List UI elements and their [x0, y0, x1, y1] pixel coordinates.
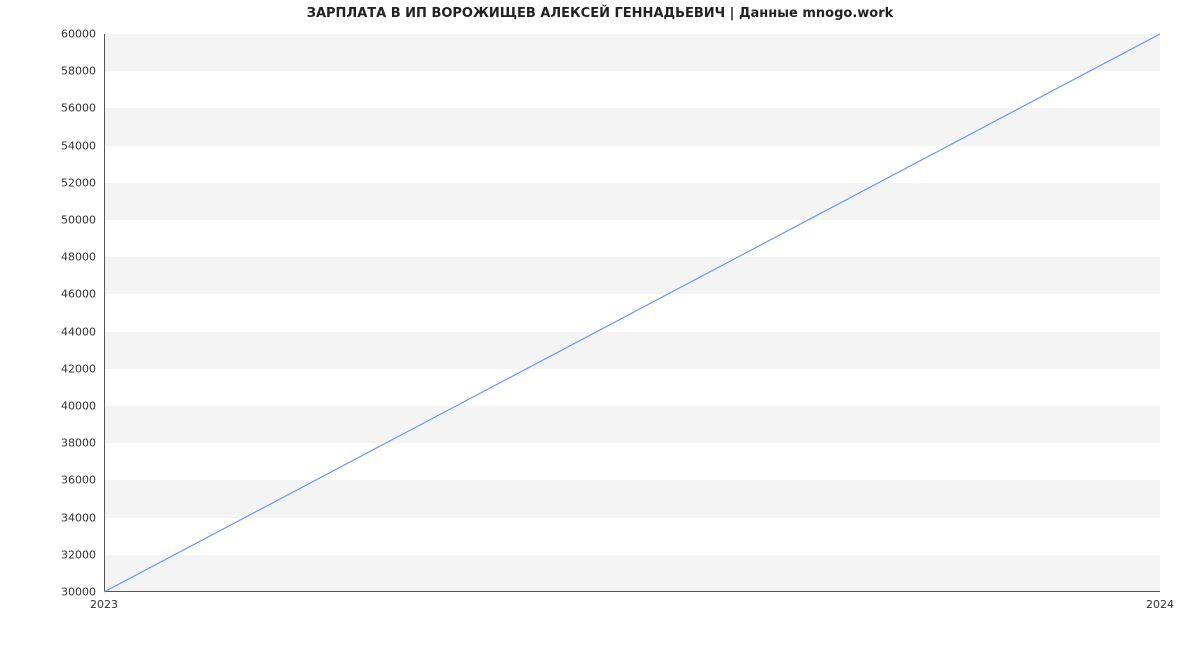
- y-tick-label: 38000: [61, 437, 104, 450]
- y-tick-label: 44000: [61, 325, 104, 338]
- series-line-salary: [104, 34, 1160, 592]
- chart-title: ЗАРПЛАТА В ИП ВОРОЖИЩЕВ АЛЕКСЕЙ ГЕННАДЬЕ…: [0, 6, 1200, 21]
- y-tick-label: 58000: [61, 65, 104, 78]
- y-tick-label: 32000: [61, 548, 104, 561]
- y-tick-label: 36000: [61, 474, 104, 487]
- series-layer: [104, 34, 1160, 592]
- y-tick-label: 56000: [61, 102, 104, 115]
- y-tick-label: 42000: [61, 362, 104, 375]
- y-tick-label: 60000: [61, 28, 104, 41]
- y-tick-label: 54000: [61, 139, 104, 152]
- plot-area: 3000032000340003600038000400004200044000…: [104, 34, 1160, 592]
- y-tick-label: 34000: [61, 511, 104, 524]
- salary-line-chart: ЗАРПЛАТА В ИП ВОРОЖИЩЕВ АЛЕКСЕЙ ГЕННАДЬЕ…: [0, 0, 1200, 650]
- x-tick-label: 2024: [1146, 592, 1174, 611]
- x-tick-label: 2023: [90, 592, 118, 611]
- y-tick-label: 50000: [61, 214, 104, 227]
- y-tick-label: 52000: [61, 176, 104, 189]
- y-tick-label: 48000: [61, 251, 104, 264]
- y-tick-label: 40000: [61, 400, 104, 413]
- y-tick-label: 46000: [61, 288, 104, 301]
